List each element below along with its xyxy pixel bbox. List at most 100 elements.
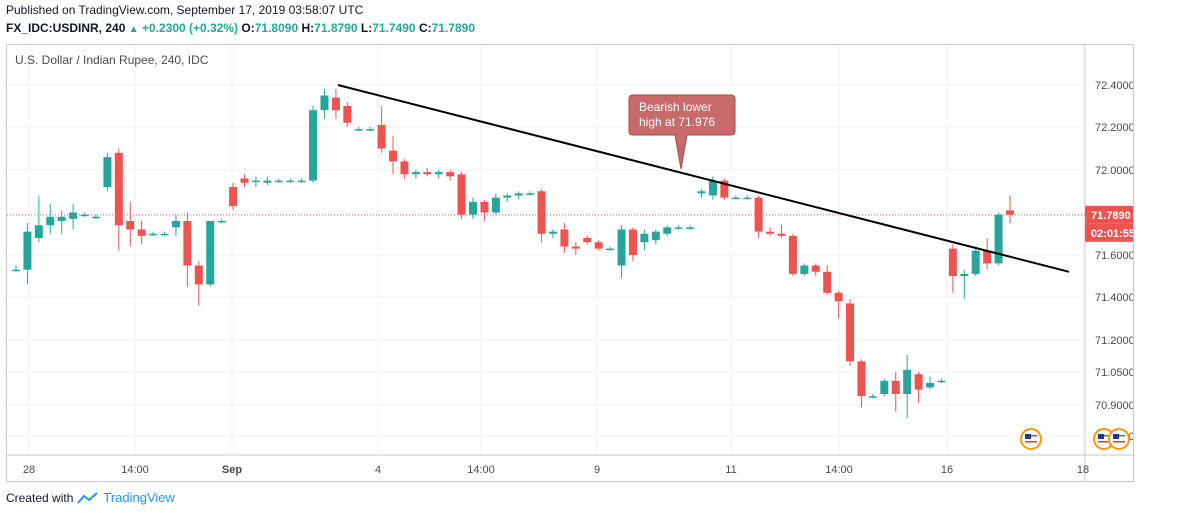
candle-body [309,110,318,181]
candle-body [331,97,340,111]
candle-body [503,195,512,198]
candle-body [571,246,580,249]
y-tick-label: 71.0500 [1095,367,1133,379]
candle-body [297,180,306,183]
candle-body [617,229,626,266]
x-tick-label: 16 [941,464,953,476]
x-tick-label: 14:00 [467,464,495,476]
x-tick-label: 28 [23,464,35,476]
candle-body [423,172,432,175]
candle-body [434,172,443,175]
annotation-callout [628,94,736,170]
candle-body [903,369,912,394]
candle-body [823,271,832,293]
candle-body [560,229,569,247]
candle-body [800,265,809,274]
candle-body [731,197,740,200]
candle-body [628,229,637,255]
candle-body [663,227,672,234]
last-price-label: 71.7890 [1091,210,1131,222]
candle-body [69,212,78,219]
low-value: 71.7490 [372,21,416,35]
annotation-text: high at 71.976 [639,115,715,129]
candle-body [994,214,1003,264]
candle-body [834,292,843,302]
candle-body [640,233,649,243]
candle-body [91,216,100,219]
y-tick-label: 72.2000 [1095,122,1133,134]
candle-body [1006,210,1014,215]
candle-body [160,233,169,236]
x-tick-label: 18 [1077,464,1089,476]
x-tick-label: 14:00 [121,464,149,476]
trendline [337,84,1070,273]
candle-body [960,273,969,276]
candle-body [811,265,820,272]
candle-body [149,233,158,236]
chart-title: U.S. Dollar / Indian Rupee, 240, IDC [15,53,209,67]
candle-body [651,231,660,241]
candle-body [377,124,386,149]
candle-body [12,269,20,272]
candle-body [491,197,500,213]
annotation-text: Bearish lower [639,100,712,114]
candle-body [720,180,729,198]
candle-body [868,396,877,398]
candle-body [937,380,946,383]
tradingview-logo-icon [77,491,99,504]
x-tick-label: 4 [375,464,381,476]
open-label: O: [241,21,255,35]
countdown-label: 02:01:55 [1091,228,1133,240]
candle-body [548,231,557,234]
candle-body [857,361,866,397]
x-tick-label: 11 [725,464,736,476]
candle-body [983,250,992,264]
y-tick-label: 72.0000 [1095,165,1133,177]
price-change: +0.2300 (+0.32%) [141,21,239,35]
candle-body [23,231,32,270]
candle-body [446,172,455,177]
candle-body [948,248,957,276]
candle-body [343,106,352,123]
candle-body [229,187,238,207]
price-chart[interactable]: U.S. Dollar / Indian Rupee, 240, IDC 72.4… [7,45,1133,481]
candle-body [777,233,786,236]
candle-body [537,191,546,234]
candle-body [880,380,889,394]
candle-body [354,129,363,131]
candle-body [400,161,409,175]
created-with-label: Created with [6,490,74,505]
candle-body [251,180,260,183]
candle-body [389,150,398,162]
us-event-flag-icon[interactable] [1108,428,1130,450]
candle-body [114,152,123,226]
candle-body [594,242,603,249]
y-tick-label: 70.9000 [1095,400,1133,412]
published-info: Published on TradingView.com, September … [6,3,364,17]
candle-body [697,191,706,194]
chart-area[interactable]: U.S. Dollar / Indian Rupee, 240, IDC 72.4… [6,44,1134,482]
x-tick-label: 9 [594,464,600,476]
us-event-flag-icon[interactable] [1020,428,1042,450]
candle-body [914,374,923,390]
candle-body [286,180,295,183]
y-tick-label: 71.4000 [1095,292,1133,304]
footer: Created with TradingView [6,490,175,505]
open-value: 71.8090 [254,21,299,35]
candle-body [971,250,980,274]
candle-body [469,201,478,215]
candle-body [891,380,900,394]
x-tick-label: 14:00 [825,464,853,476]
candle-body [320,95,329,111]
last-price-tag [1085,205,1133,224]
tradingview-brand-link[interactable]: TradingView [103,490,175,505]
candle-body [366,129,375,131]
candle-body [526,193,535,195]
y-tick-label: 71.2000 [1095,335,1133,347]
candle-body [80,214,89,217]
candle-body [686,227,695,229]
candle-body [926,383,935,388]
candle-body [606,248,615,251]
x-tick-label: Sep [222,464,242,476]
candle-body [457,174,466,215]
